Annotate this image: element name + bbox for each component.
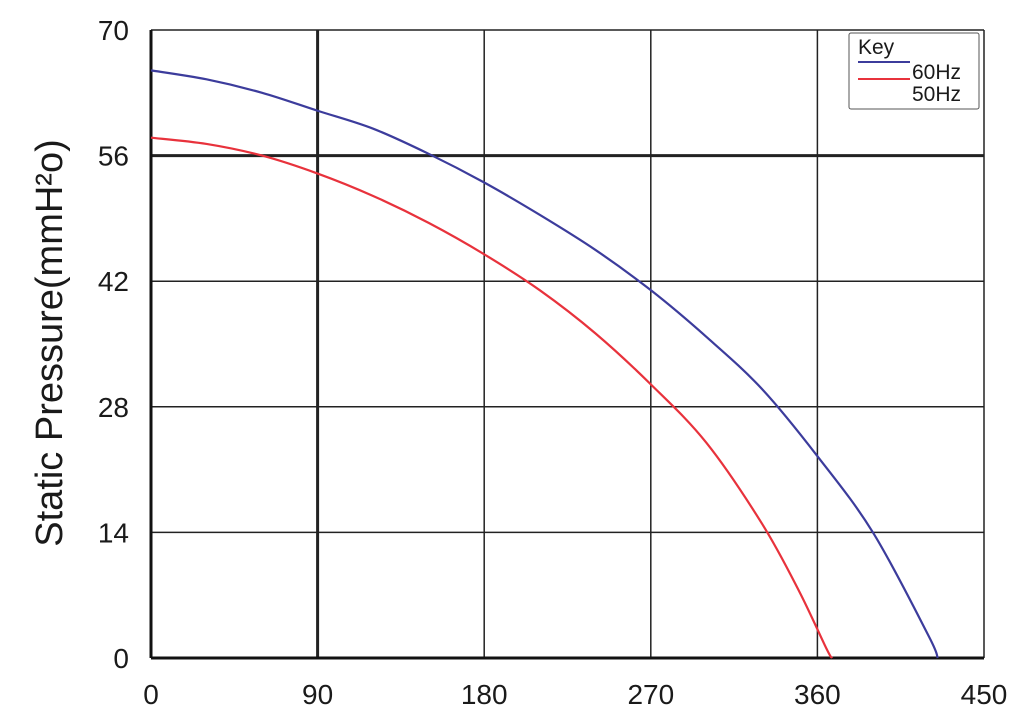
y-tick-label-70: 70 [98, 15, 129, 46]
legend-box [848, 32, 980, 110]
legend-label-60hz: 60Hz [912, 61, 961, 84]
y-tick-label-0: 0 [113, 643, 129, 674]
series-lines [150, 69, 939, 659]
grid [149, 29, 985, 660]
x-tick-label-90: 90 [302, 679, 333, 710]
y-tick-label-42: 42 [98, 266, 129, 297]
tick-labels: 0 90 180 270 360 450 0 14 28 42 56 70 [98, 15, 1008, 710]
series-line-60hz [150, 69, 939, 659]
legend: Key 60Hz 50Hz [848, 32, 980, 110]
y-tick-label-14: 14 [98, 517, 129, 548]
y-tick-label-56: 56 [98, 141, 129, 172]
x-tick-label-450: 450 [961, 679, 1008, 710]
x-tick-label-180: 180 [461, 679, 508, 710]
x-tick-label-360: 360 [794, 679, 841, 710]
y-axis-label: Static Pressure(mmH²o) [29, 139, 71, 547]
series-line-50hz [150, 136, 834, 659]
y-tick-label-28: 28 [98, 392, 129, 423]
x-tick-label-270: 270 [627, 679, 674, 710]
legend-title: Key [858, 36, 895, 59]
legend-label-50hz: 50Hz [912, 83, 961, 106]
x-tick-label-0: 0 [143, 679, 159, 710]
